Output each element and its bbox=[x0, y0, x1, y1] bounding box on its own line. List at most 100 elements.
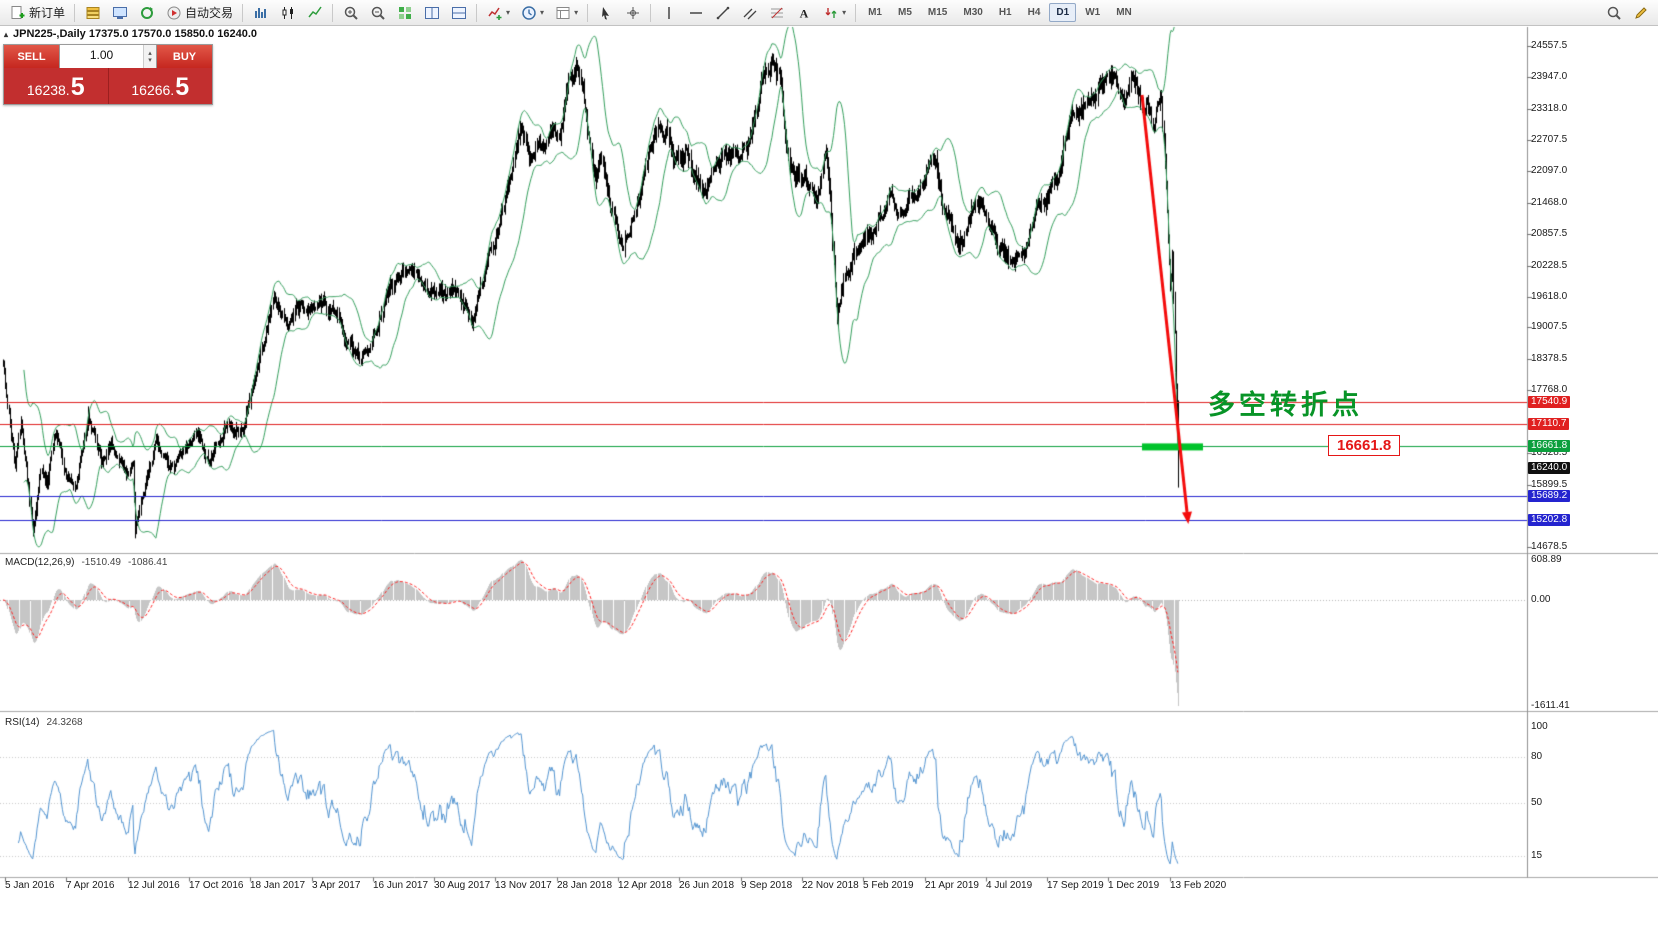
zoom-in-button[interactable] bbox=[337, 2, 364, 24]
new-order-button-label: 新订单 bbox=[29, 6, 66, 20]
timeframe-h1[interactable]: H1 bbox=[998, 7, 1012, 18]
spinner-down-icon[interactable]: ▾ bbox=[148, 56, 152, 64]
timeframe-h4[interactable]: H4 bbox=[1027, 7, 1041, 18]
toolbar-separator bbox=[74, 3, 76, 22]
time-axis-label: 13 Feb 2020 bbox=[1170, 880, 1227, 891]
channel-button[interactable] bbox=[736, 2, 763, 24]
layers-icon bbox=[84, 4, 101, 21]
line-chart-button[interactable] bbox=[301, 2, 328, 24]
templates-button[interactable]: ▾ bbox=[549, 2, 583, 24]
tile-windows-icon bbox=[396, 4, 413, 21]
arrange-h-button[interactable] bbox=[418, 2, 445, 24]
svg-text:A: A bbox=[799, 6, 808, 20]
new-order-button[interactable]: 新订单 bbox=[4, 2, 70, 24]
time-axis-label: 7 Apr 2016 bbox=[66, 880, 115, 891]
fibonacci-icon bbox=[768, 4, 785, 21]
edit-icon bbox=[1632, 4, 1649, 21]
price-axis-label: 20857.5 bbox=[1531, 227, 1568, 239]
price-axis-label: 17768.0 bbox=[1531, 384, 1568, 396]
price-callout-label[interactable]: 16661.8 bbox=[1328, 435, 1401, 456]
collapse-panel-icon[interactable]: ▴ bbox=[4, 29, 9, 39]
rsi-axis-label: 80 bbox=[1531, 751, 1543, 763]
time-axis-label: 28 Jan 2018 bbox=[557, 880, 613, 891]
timeframe-m15[interactable]: M15 bbox=[927, 7, 948, 18]
buy-button[interactable]: BUY bbox=[157, 45, 212, 68]
buy-price-big-digit: 5 bbox=[175, 73, 190, 101]
vertical-line-button[interactable] bbox=[655, 2, 682, 24]
price-axis-label: 19007.5 bbox=[1531, 321, 1568, 333]
tile-windows-button[interactable] bbox=[391, 2, 418, 24]
zoom-out-icon bbox=[369, 4, 386, 21]
price-axis-label: 15899.5 bbox=[1531, 479, 1568, 491]
macd-axis-label: 608.89 bbox=[1531, 554, 1562, 565]
timeframe-m1[interactable]: M1 bbox=[868, 7, 882, 18]
spinner-up-icon[interactable]: ▴ bbox=[148, 49, 152, 57]
time-axis-label: 12 Apr 2018 bbox=[618, 880, 672, 891]
toolbar-separator bbox=[650, 3, 652, 22]
cursor-button[interactable] bbox=[592, 2, 619, 24]
timeframe-m30[interactable]: M30 bbox=[963, 7, 983, 18]
terminal-button[interactable] bbox=[106, 2, 133, 24]
periods-button[interactable]: ▾ bbox=[515, 2, 549, 24]
arrows-button[interactable]: ▾ bbox=[817, 2, 851, 24]
time-axis-label: 5 Feb 2019 bbox=[863, 880, 914, 891]
volume-value[interactable]: 1.00 bbox=[89, 48, 114, 62]
chart-header: ▴ JPN225-,Daily 17375.0 17570.0 15850.0 … bbox=[4, 28, 257, 40]
autotrade-button[interactable]: 自动交易 bbox=[160, 2, 238, 24]
text-icon: A bbox=[795, 4, 812, 21]
fibonacci-button[interactable] bbox=[763, 2, 790, 24]
price-axis-label: 22707.5 bbox=[1531, 133, 1568, 145]
turning-point-annotation[interactable]: 多空转折点 bbox=[1208, 390, 1363, 420]
rsi-axis-label: 50 bbox=[1531, 796, 1543, 808]
price-line-badge: 16661.8 bbox=[1528, 440, 1571, 453]
timeframe-m5[interactable]: M5 bbox=[898, 7, 912, 18]
edit-button[interactable] bbox=[1627, 2, 1654, 24]
indicators-button[interactable]: ▾ bbox=[481, 2, 515, 24]
refresh-button[interactable] bbox=[133, 2, 160, 24]
timeframe-d1[interactable]: D1 bbox=[1049, 3, 1077, 22]
templates-icon bbox=[554, 4, 571, 21]
price-axis-label: 23318.0 bbox=[1531, 102, 1568, 114]
volume-spinner[interactable]: ▴ ▾ bbox=[143, 45, 156, 68]
vertical-line-icon bbox=[660, 4, 677, 21]
sell-price: 16238. 5 bbox=[4, 68, 108, 104]
text-button[interactable]: A bbox=[790, 2, 817, 24]
periods-icon bbox=[520, 4, 537, 21]
rsi-panel-label: RSI(14) 24.3268 bbox=[5, 717, 83, 728]
price-axis-label: 21468.0 bbox=[1531, 196, 1568, 208]
crosshair-button[interactable] bbox=[619, 2, 646, 24]
bar-chart-button[interactable] bbox=[247, 2, 274, 24]
sell-price-big-digit: 5 bbox=[70, 73, 85, 101]
rsi-value: 24.3268 bbox=[46, 717, 83, 728]
channel-icon bbox=[741, 4, 758, 21]
timeframe-w1[interactable]: W1 bbox=[1085, 7, 1101, 18]
time-axis-label: 1 Dec 2019 bbox=[1108, 880, 1160, 891]
sell-button[interactable]: SELL bbox=[4, 45, 59, 68]
arrange-v-icon bbox=[450, 4, 467, 21]
time-axis-label: 16 Jun 2017 bbox=[373, 880, 429, 891]
terminal-icon bbox=[111, 4, 128, 21]
current-price-badge: 16240.0 bbox=[1528, 461, 1571, 474]
horizontal-line-button[interactable] bbox=[682, 2, 709, 24]
timeframe-mn[interactable]: MN bbox=[1116, 7, 1132, 18]
arrange-v-button[interactable] bbox=[445, 2, 472, 24]
macd-panel-label: MACD(12,26,9) -1510.49 -1086.41 bbox=[5, 557, 167, 568]
toolbar-separator bbox=[855, 3, 857, 22]
macd-axis-label: 0.00 bbox=[1531, 594, 1551, 606]
price-axis-label: 23947.0 bbox=[1531, 70, 1568, 82]
chart-title: JPN225-,Daily 17375.0 17570.0 15850.0 16… bbox=[13, 28, 258, 40]
candlestick-button[interactable] bbox=[274, 2, 301, 24]
bar-chart-icon bbox=[252, 4, 269, 21]
volume-field[interactable]: 1.00 ▴ ▾ bbox=[59, 45, 157, 68]
dropdown-caret-icon: ▾ bbox=[842, 8, 847, 17]
trendline-button[interactable] bbox=[709, 2, 736, 24]
trade-panel-quotes: 16238. 5 16266. 5 bbox=[4, 68, 212, 104]
search-button[interactable] bbox=[1600, 2, 1627, 24]
cursor-icon bbox=[597, 4, 614, 21]
layers-button[interactable] bbox=[79, 2, 106, 24]
macd-axis-label: -1611.41 bbox=[1531, 700, 1570, 711]
zoom-out-button[interactable] bbox=[364, 2, 391, 24]
time-axis-label: 18 Jan 2017 bbox=[250, 880, 306, 891]
